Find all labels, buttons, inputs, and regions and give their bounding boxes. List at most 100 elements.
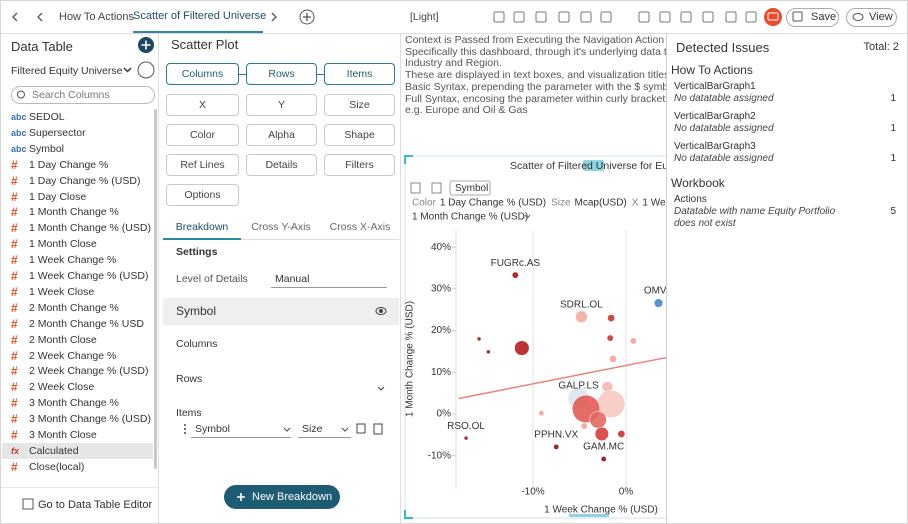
column-name[interactable]: 1 Week Change % xyxy=(29,254,117,267)
legend-value: Mcap(USD) xyxy=(575,198,627,209)
column-type: # xyxy=(11,269,18,283)
role-select[interactable]: Size xyxy=(298,420,351,438)
column-name[interactable]: 1 Month Change % xyxy=(29,206,119,219)
role-button[interactable]: Items xyxy=(324,63,395,85)
tab[interactable]: Cross X-Axis xyxy=(329,221,391,233)
property-button[interactable]: Y xyxy=(246,94,317,116)
property-button[interactable]: Ref Lines xyxy=(166,154,239,176)
issue-source[interactable]: VerticalBarGraph2 xyxy=(674,111,756,122)
tab[interactable]: How To Actions xyxy=(59,11,135,23)
point xyxy=(538,410,545,417)
column-name[interactable]: 3 Month Change % xyxy=(29,397,119,410)
property-button[interactable]: Size xyxy=(324,94,395,116)
point xyxy=(617,430,626,438)
section-label: Rows xyxy=(176,373,203,385)
context-line: e.g. Europe and Oil & Gas xyxy=(405,104,528,117)
point xyxy=(589,411,607,429)
column-type: fx xyxy=(11,445,20,456)
point-label: FUGRc.AS xyxy=(491,258,541,269)
point xyxy=(571,394,601,423)
point-label: GALP.LS xyxy=(558,381,599,392)
property-button[interactable]: Filters xyxy=(324,154,395,176)
column-name[interactable]: 1 Month Close xyxy=(29,238,97,251)
issue-message: No datatable assigned xyxy=(674,93,774,104)
field-label: Level of Details xyxy=(176,273,248,285)
column-name[interactable]: 2 Month Change % USD xyxy=(29,317,144,330)
y-tick-label: 30% xyxy=(431,284,451,295)
property-button[interactable]: Alpha xyxy=(246,124,317,146)
role-button[interactable]: Rows xyxy=(246,63,317,85)
new-breakdown-button[interactable]: New Breakdown xyxy=(224,485,340,509)
column-name[interactable]: 2 Month Close xyxy=(29,333,97,346)
column-name[interactable]: 1 Week Change % (USD) xyxy=(29,270,149,282)
column-type: # xyxy=(11,380,18,395)
context-line: These are displayed in text boxes, and v… xyxy=(405,69,698,82)
property-button[interactable]: Color xyxy=(166,124,239,146)
column-name[interactable]: 2 Week Close xyxy=(29,381,95,394)
column-type: # xyxy=(11,300,18,315)
issue-message: No datatable assigned xyxy=(674,123,774,134)
column-name[interactable]: 1 Day Close xyxy=(29,190,87,203)
data-source[interactable]: Filtered Equity Universe xyxy=(11,65,123,77)
point xyxy=(597,389,626,418)
column-name[interactable]: 2 Week Change % (USD) xyxy=(29,365,149,378)
issue-source[interactable]: VerticalBarGraph3 xyxy=(674,141,756,152)
theme-selector[interactable]: [Light] xyxy=(410,11,439,23)
column-name[interactable]: 3 Month Change % (USD) xyxy=(29,413,151,426)
point xyxy=(553,443,560,450)
column-name[interactable]: 2 Month Change % xyxy=(29,301,119,314)
column-name[interactable]: 1 Day Change % (USD) xyxy=(29,174,141,187)
column-type: abc xyxy=(11,143,27,154)
role-button[interactable]: Columns xyxy=(166,63,239,85)
y-tick-label: -10% xyxy=(428,450,451,461)
context-line: Context is Passed from Executing the Nav… xyxy=(405,34,697,46)
column-highlight xyxy=(2,442,153,459)
column-type: # xyxy=(11,253,18,268)
issue-source[interactable]: VerticalBarGraph1 xyxy=(674,81,756,92)
search-box[interactable]: Search Columns xyxy=(11,86,155,104)
column-type: # xyxy=(11,237,18,252)
context-line: Industry and Region. xyxy=(405,57,502,70)
property-button[interactable]: Details xyxy=(246,154,317,176)
column-name[interactable]: 1 Day Change % xyxy=(29,158,109,171)
issue-source[interactable]: Actions xyxy=(674,194,707,205)
panel-title: Data Table xyxy=(11,39,73,54)
tab-active[interactable]: Breakdown xyxy=(163,221,241,240)
column-name[interactable]: Close(local) xyxy=(29,460,85,473)
save-button[interactable]: Save xyxy=(786,8,839,27)
column-name[interactable]: 2 Week Change % xyxy=(29,349,117,362)
tab[interactable]: Cross Y-Axis xyxy=(251,221,311,233)
column-name[interactable]: Calculated xyxy=(29,444,79,457)
column-type: # xyxy=(11,221,18,236)
column-type: # xyxy=(11,428,18,442)
column-name[interactable]: Supersector xyxy=(29,126,86,139)
tab-active[interactable]: Scatter of Filtered Universe xyxy=(133,4,266,33)
y-tick-label: 40% xyxy=(431,242,451,253)
breakdown-column[interactable]: Symbol xyxy=(176,304,217,318)
property-button[interactable]: Options xyxy=(166,184,239,206)
item-select[interactable]: Symbol xyxy=(191,420,291,438)
column-name[interactable]: Symbol xyxy=(29,142,65,155)
column-name[interactable]: 1 Month Change % (USD) xyxy=(29,222,151,235)
column-type: # xyxy=(11,412,18,427)
issue-count: 1 xyxy=(890,93,896,104)
column-name[interactable]: SEDOL xyxy=(29,111,65,123)
legend-label: Color xyxy=(412,198,437,209)
view-button[interactable]: View xyxy=(846,8,897,27)
legend-label: Size xyxy=(551,198,571,209)
y-tick-label: 10% xyxy=(431,367,451,378)
role-connector xyxy=(239,74,246,75)
issues-total: Total: 2 xyxy=(863,41,899,53)
editor-link[interactable]: Go to Data Table Editor xyxy=(38,499,153,511)
y-tick-label: 20% xyxy=(431,325,451,336)
column-name[interactable]: 3 Month Close xyxy=(29,429,97,441)
column-type: # xyxy=(11,316,18,331)
axis-handle xyxy=(569,514,609,517)
frame-corner xyxy=(404,155,413,519)
property-button[interactable]: Shape xyxy=(324,124,395,146)
level-select[interactable]: Manual xyxy=(271,270,387,288)
chart-title: Scatter of Filtered Universe for Euro. xyxy=(510,160,680,172)
property-button[interactable]: X xyxy=(166,94,239,116)
column-name[interactable]: 1 Week Close xyxy=(29,285,95,298)
